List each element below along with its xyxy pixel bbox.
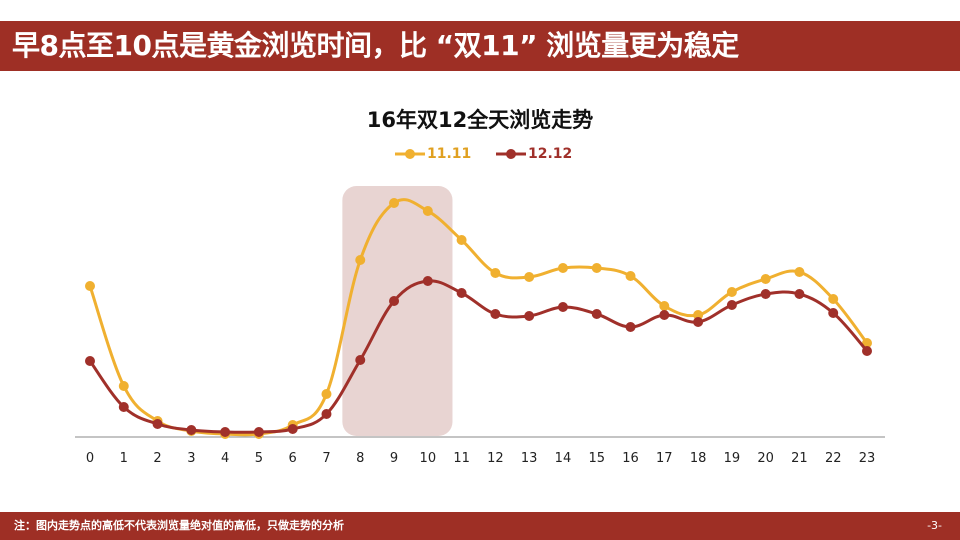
data-point bbox=[389, 198, 400, 208]
data-point bbox=[186, 425, 197, 435]
x-tick-label: 7 bbox=[322, 451, 330, 466]
data-point bbox=[85, 356, 95, 366]
x-tick-label: 8 bbox=[356, 451, 364, 466]
data-point bbox=[524, 311, 535, 321]
data-point bbox=[355, 355, 366, 365]
data-point bbox=[524, 272, 535, 282]
x-tick-label: 22 bbox=[825, 451, 842, 466]
x-tick-label: 4 bbox=[221, 451, 229, 466]
x-tick-label: 18 bbox=[690, 451, 707, 466]
data-point bbox=[591, 309, 602, 319]
x-tick-label: 15 bbox=[588, 451, 605, 466]
x-tick-label: 23 bbox=[859, 451, 876, 466]
data-point bbox=[557, 263, 568, 273]
data-point bbox=[321, 409, 332, 419]
x-tick-label: 10 bbox=[420, 451, 437, 466]
legend-item-1111: 11.11 bbox=[395, 143, 471, 165]
series-line bbox=[88, 198, 869, 437]
line-chart: 0 1 2 3 4 5 6 7 8 9 10 11 12 13 14 15 16 17 18 19 20 21 22 23 bbox=[75, 186, 885, 466]
data-point bbox=[862, 338, 872, 348]
data-point bbox=[760, 289, 771, 299]
data-point bbox=[152, 419, 163, 429]
x-tick-label: 13 bbox=[521, 451, 538, 466]
data-point bbox=[355, 255, 366, 265]
highlight-region bbox=[342, 186, 453, 436]
data-point bbox=[828, 308, 839, 318]
x-tick-label: 16 bbox=[622, 451, 639, 466]
footer-note: 注：图内走势点的高低不代表浏览量绝对值的高低，只做走势的分析 bbox=[14, 519, 344, 532]
data-point bbox=[389, 296, 400, 306]
data-point bbox=[794, 289, 805, 299]
chart-legend: 11.11 12.12 bbox=[0, 143, 960, 165]
data-point bbox=[557, 302, 568, 312]
data-point bbox=[220, 427, 231, 437]
data-point bbox=[456, 288, 467, 298]
x-tick-label: 20 bbox=[757, 451, 774, 466]
data-point bbox=[726, 300, 737, 310]
x-tick-label: 17 bbox=[656, 451, 673, 466]
data-point bbox=[321, 389, 332, 399]
legend-marker-icon bbox=[395, 149, 425, 159]
data-point bbox=[85, 281, 95, 291]
data-point bbox=[422, 276, 433, 286]
series-line bbox=[88, 279, 869, 434]
series-1212 bbox=[85, 276, 872, 437]
data-point bbox=[659, 301, 670, 311]
data-point bbox=[456, 235, 467, 245]
legend-item-1212: 12.12 bbox=[496, 143, 572, 165]
data-point bbox=[625, 271, 636, 281]
data-point bbox=[287, 424, 298, 434]
data-point bbox=[253, 427, 264, 437]
x-tick-label: 0 bbox=[86, 451, 94, 466]
x-tick-label: 1 bbox=[120, 451, 128, 466]
data-point bbox=[490, 309, 501, 319]
data-point bbox=[828, 294, 839, 304]
chart-title: 16年双12全天浏览走势 bbox=[366, 108, 594, 132]
data-point bbox=[118, 381, 129, 391]
footer-bar: 注：图内走势点的高低不代表浏览量绝对值的高低，只做走势的分析 -3- bbox=[0, 512, 960, 540]
x-tick-label: 9 bbox=[390, 451, 398, 466]
x-tick-label: 12 bbox=[487, 451, 504, 466]
x-tick-label: 21 bbox=[791, 451, 808, 466]
data-point bbox=[862, 346, 872, 356]
header-bar: 早8点至10点是黄金浏览时间，比 “双11” 浏览量更为稳定 bbox=[0, 21, 960, 71]
page-number: -3- bbox=[927, 519, 942, 532]
data-point bbox=[490, 268, 501, 278]
data-point bbox=[726, 287, 737, 297]
x-tick-label: 6 bbox=[289, 451, 297, 466]
data-point bbox=[760, 274, 771, 284]
data-point bbox=[794, 267, 805, 277]
x-tick-label: 11 bbox=[453, 451, 470, 466]
data-point bbox=[118, 402, 129, 412]
data-point bbox=[693, 310, 704, 320]
x-tick-label: 5 bbox=[255, 451, 263, 466]
page-title: 早8点至10点是黄金浏览时间，比 “双11” 浏览量更为稳定 bbox=[12, 29, 739, 62]
x-tick-label: 2 bbox=[153, 451, 161, 466]
legend-label: 12.12 bbox=[528, 146, 573, 162]
series-1111 bbox=[85, 198, 872, 439]
data-point bbox=[422, 206, 433, 216]
data-point bbox=[659, 310, 670, 320]
x-tick-label: 14 bbox=[555, 451, 572, 466]
x-tick-label: 3 bbox=[187, 451, 195, 466]
legend-label: 11.11 bbox=[427, 146, 472, 162]
data-point bbox=[625, 322, 636, 332]
data-point bbox=[693, 317, 704, 327]
data-point bbox=[591, 263, 602, 273]
legend-marker-icon bbox=[496, 149, 526, 159]
x-tick-label: 19 bbox=[724, 451, 741, 466]
